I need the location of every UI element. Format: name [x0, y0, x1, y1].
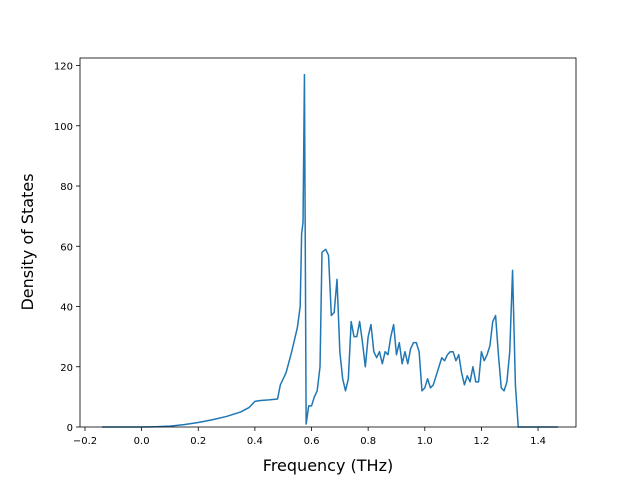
y-tick-label: 60	[60, 242, 73, 253]
x-tick-label: 0.8	[360, 436, 376, 447]
y-tick-label: 120	[54, 62, 73, 73]
y-tick-label: 20	[60, 363, 73, 374]
x-tick-label: 1.0	[417, 436, 433, 447]
y-tick-label: 40	[60, 303, 73, 314]
x-tick-label: −0.2	[73, 436, 97, 447]
y-axis-label: Density of States	[18, 173, 37, 310]
x-tick-label: 0.0	[134, 436, 150, 447]
x-axis-label: Frequency (THz)	[263, 456, 393, 475]
y-tick-label: 100	[54, 122, 73, 133]
x-tick-label: 0.6	[304, 436, 320, 447]
line	[101, 73, 558, 428]
x-tick-label: 1.2	[473, 436, 489, 447]
x-tick-label: 1.4	[530, 436, 546, 447]
x-tick-label: 0.4	[247, 436, 263, 447]
x-tick-label: 0.2	[190, 436, 206, 447]
y-tick-label: 0	[67, 423, 73, 434]
plot-frame	[79, 57, 577, 428]
y-tick-label: 80	[60, 182, 73, 193]
